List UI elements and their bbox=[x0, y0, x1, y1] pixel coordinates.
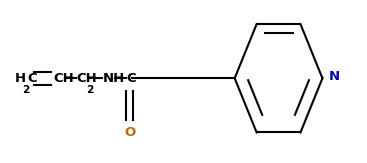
Text: N: N bbox=[329, 70, 340, 83]
Text: H: H bbox=[15, 72, 26, 85]
Text: O: O bbox=[124, 126, 135, 139]
Text: CH: CH bbox=[53, 72, 74, 85]
Text: 2: 2 bbox=[86, 85, 93, 95]
Text: NH: NH bbox=[103, 72, 125, 85]
Text: 2: 2 bbox=[22, 85, 29, 95]
Text: C: C bbox=[27, 72, 37, 85]
Text: C: C bbox=[127, 72, 136, 85]
Text: CH: CH bbox=[77, 72, 98, 85]
